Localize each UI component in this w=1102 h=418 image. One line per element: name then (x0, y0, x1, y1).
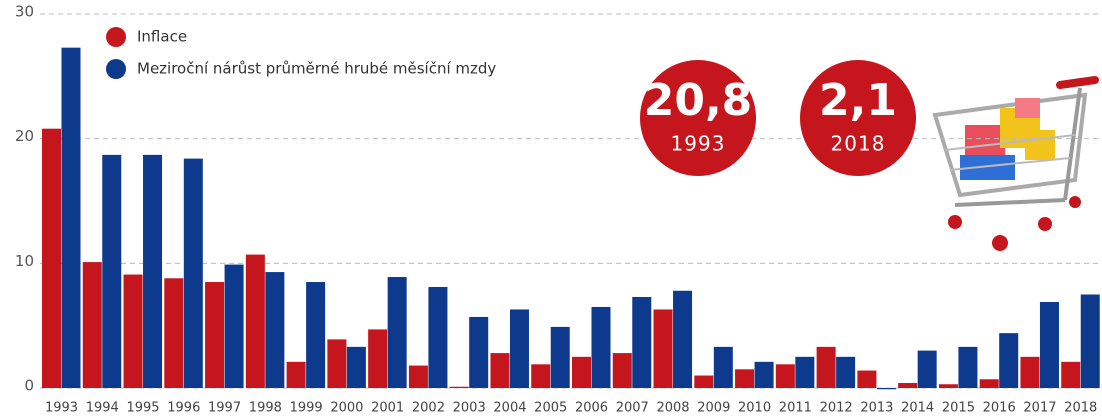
bar (368, 329, 388, 388)
y-tick-label: 30 (15, 3, 34, 21)
plot: 0 10 20 30 1993 1994 1995 1996 1997 1998 1999 2000 2… (15, 3, 1102, 416)
bar (999, 333, 1019, 388)
x-tick-label: 2002 (412, 401, 445, 416)
x-tick-label: 1998 (249, 401, 282, 416)
bar (958, 346, 978, 388)
callout-year: 1993 (671, 132, 726, 156)
bar (387, 277, 407, 388)
x-tick-label: 2016 (983, 401, 1016, 416)
bar (82, 262, 102, 388)
bar (531, 364, 551, 388)
bar (143, 154, 163, 388)
x-tick-label: 2017 (1023, 401, 1056, 416)
x-tick-label: 2004 (493, 401, 526, 416)
bar (754, 361, 774, 388)
x-tick-label: 1993 (45, 401, 78, 416)
legend-label: Inflace (137, 28, 187, 46)
bar (591, 306, 611, 388)
bar (876, 388, 896, 390)
bar (408, 365, 428, 388)
callout-circle (800, 60, 916, 176)
x-tick-label: 2007 (616, 401, 649, 416)
legend-swatch (106, 59, 126, 79)
x-tick-label: 2013 (860, 401, 893, 416)
bar (306, 282, 326, 388)
bar (550, 326, 570, 388)
bar (572, 356, 591, 388)
bar (102, 154, 122, 388)
bar (428, 287, 448, 388)
bar (1039, 301, 1059, 388)
bar (346, 346, 366, 388)
callout-value: 20,8 (644, 75, 753, 126)
x-tick-label: 1996 (167, 401, 200, 416)
callout-circle (640, 60, 756, 176)
bar (509, 309, 529, 388)
callout-value: 2,1 (819, 75, 897, 126)
bar (42, 128, 61, 388)
x-tick-label: 2001 (371, 401, 404, 416)
bar (836, 356, 856, 388)
bar (898, 383, 918, 388)
bar (183, 158, 203, 388)
x-tick-label: 1999 (290, 401, 323, 416)
x-tick-label: 2003 (453, 401, 486, 416)
bar (673, 290, 693, 388)
y-tick-label: 10 (15, 252, 34, 270)
bar (713, 346, 733, 388)
bar (775, 364, 795, 388)
callout-year: 2018 (831, 132, 886, 156)
shopping-cart (932, 76, 1099, 251)
x-tick-label: 2014 (901, 401, 934, 416)
x-tick-label: 2009 (697, 401, 730, 416)
x-tick-label: 2010 (738, 401, 771, 416)
bar (265, 272, 285, 388)
x-tick-label: 2015 (942, 401, 975, 416)
x-tick-label: 2000 (330, 401, 363, 416)
x-tick-label: 1997 (208, 401, 241, 416)
bar (490, 353, 510, 388)
bar (735, 369, 755, 388)
bar (857, 370, 877, 388)
bar (224, 264, 244, 388)
x-tick-label: 2006 (575, 401, 608, 416)
bar (1061, 361, 1081, 388)
y-tick-label: 0 (24, 377, 34, 395)
bar (286, 361, 306, 388)
bar (938, 384, 958, 388)
x-tick-label: 1994 (86, 401, 119, 416)
bar (653, 309, 673, 388)
y-tick-label: 20 (15, 127, 34, 145)
bar (327, 339, 347, 388)
bar (694, 375, 714, 388)
x-tick-label: 2005 (534, 401, 567, 416)
bar (164, 278, 184, 388)
x-tick-label: 2011 (779, 401, 812, 416)
bar (205, 282, 225, 388)
x-tick-label: 2008 (656, 401, 689, 416)
bar (632, 296, 652, 388)
bar (816, 346, 836, 388)
bar (1080, 294, 1100, 388)
x-tick-label: 2012 (820, 401, 853, 416)
bar (123, 274, 143, 388)
legend-swatch (106, 27, 126, 47)
legend-label: Meziroční nárůst průměrné hrubé měsíční … (137, 60, 496, 78)
x-tick-label: 1995 (126, 401, 159, 416)
bar (61, 47, 81, 388)
x-tick-label: 2018 (1064, 401, 1097, 416)
bar (917, 350, 937, 388)
bar (245, 254, 265, 388)
bar (979, 379, 999, 388)
bar (612, 353, 632, 388)
bar (795, 356, 815, 388)
bar (449, 386, 469, 388)
bar (1020, 356, 1040, 388)
bar (469, 316, 489, 388)
